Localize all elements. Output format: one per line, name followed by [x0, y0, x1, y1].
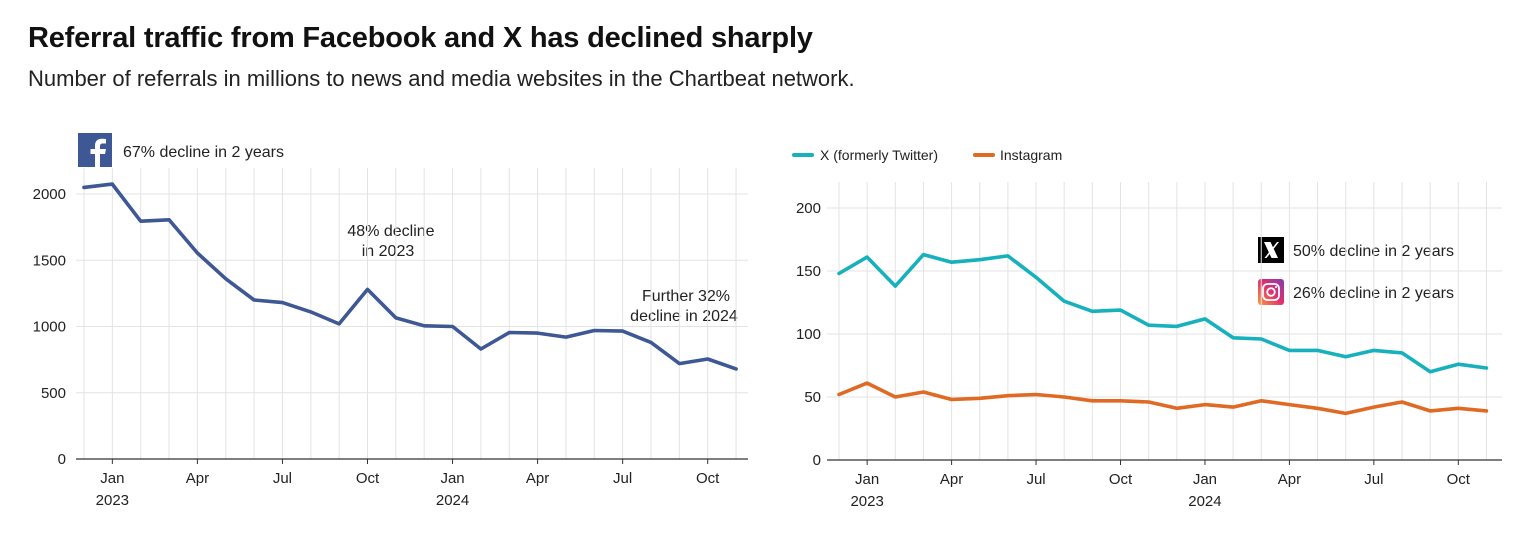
annotation-2023-line2: in 2023	[362, 243, 415, 260]
series-line-instagram	[837, 381, 1489, 416]
legend-label-instagram: Instagram	[1000, 147, 1062, 163]
y-tick-label: 1000	[33, 319, 66, 336]
y-tick-label: 0	[58, 451, 66, 468]
annotation-2024-line2: decline in 2024	[630, 308, 738, 325]
instagram-icon	[1258, 279, 1284, 305]
series-line-facebook	[82, 182, 738, 371]
chart-subtitle: Number of referrals in millions to news …	[28, 66, 855, 91]
x-tick-label: Apr	[1278, 471, 1301, 488]
chart-title: Referral traffic from Facebook and X has…	[28, 22, 813, 54]
x-tick-label: Jul	[1026, 471, 1045, 488]
x-tick-label: Jan	[1193, 471, 1217, 488]
x-tick-label: Jul	[1364, 471, 1383, 488]
x-tick-label: Apr	[526, 470, 549, 487]
series-line-x-formerly-twitter	[837, 252, 1489, 374]
x-year-label: 2024	[1188, 493, 1221, 510]
x-year-label: 2023	[96, 492, 129, 509]
x-tick-label: Oct	[356, 470, 380, 487]
y-tick-label: 50	[804, 389, 821, 406]
x-year-label: 2024	[436, 492, 469, 509]
x-tick-label: Jan	[855, 471, 879, 488]
x-logo-icon	[1258, 237, 1284, 263]
y-tick-label: 150	[796, 263, 821, 280]
x-tick-label: Jul	[613, 470, 632, 487]
y-tick-label: 200	[796, 200, 821, 217]
facebook-decline-label: 67% decline in 2 years	[123, 144, 284, 161]
x-tick-label: Oct	[1447, 471, 1471, 488]
x-tick-label: Jan	[440, 470, 464, 487]
y-tick-label: 0	[813, 452, 821, 469]
y-tick-label: 2000	[33, 186, 66, 203]
y-tick-label: 1500	[33, 252, 66, 269]
legend-label-x: X (formerly Twitter)	[820, 147, 938, 163]
x-tick-label: Apr	[186, 470, 209, 487]
y-tick-label: 100	[796, 326, 821, 343]
x-tick-label: Apr	[940, 471, 963, 488]
x-year-label: 2023	[850, 493, 883, 510]
facebook-icon	[78, 133, 112, 167]
y-tick-label: 500	[41, 385, 66, 402]
x-tick-label: Oct	[696, 470, 720, 487]
x-tick-label: Jan	[100, 470, 124, 487]
annotation-2023-line1: 48% decline	[347, 223, 434, 240]
x-tick-label: Oct	[1109, 471, 1133, 488]
x-tick-label: Jul	[273, 470, 292, 487]
annotation-2024-line1: Further 32%	[642, 288, 730, 305]
